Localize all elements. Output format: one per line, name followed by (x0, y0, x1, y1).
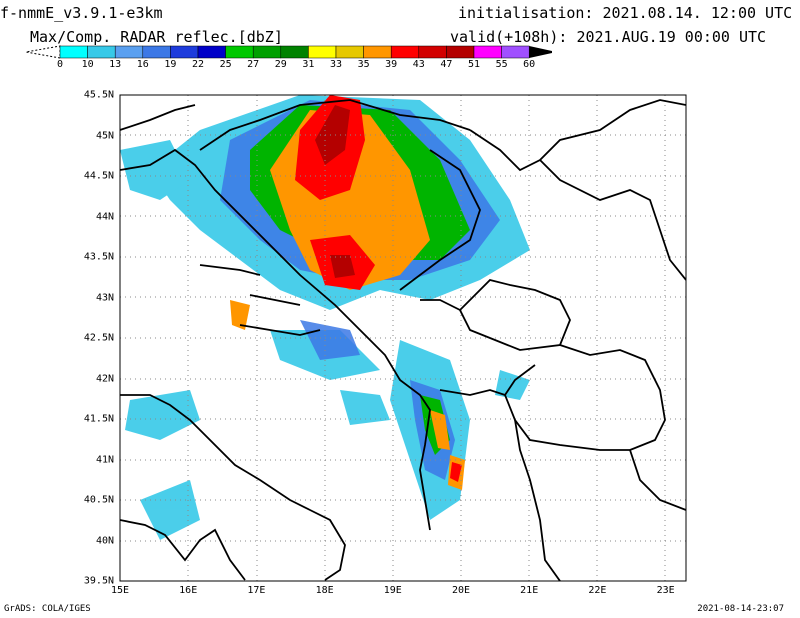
longitude-label: 23E (656, 585, 675, 596)
init-value: 2021.08.14. 12:00 UTC (602, 4, 793, 22)
model-title: f-nmmE_v3.9.1-e3km (0, 4, 163, 22)
colorbar-tick-label: 60 (523, 59, 536, 70)
colorbar (25, 45, 552, 59)
init-line: initialisation: 2021.08.14. 12:00 UTC (458, 4, 792, 22)
init-label: initialisation: (458, 4, 594, 22)
longitude-label: 22E (588, 585, 607, 596)
colorbar-tick-label: 51 (467, 59, 481, 70)
colorbar-tick-label: 27 (247, 59, 260, 70)
field-title: Max/Comp. RADAR reflec.[dbZ] (30, 28, 283, 46)
colorbar-tick-label: 43 (412, 59, 425, 70)
colorbar-swatch (390, 45, 420, 59)
latitude-label: 42N (95, 373, 114, 384)
latitude-label: 44.5N (83, 170, 114, 182)
latitude-label: 40N (95, 535, 114, 546)
longitude-label: 15E (110, 585, 130, 596)
map-frame (119, 94, 687, 582)
colorbar-tick-label: 47 (440, 59, 453, 70)
longitude-label: 18E (315, 585, 334, 596)
latitude-label: 44N (95, 211, 114, 222)
coastlines-borders (120, 99, 686, 581)
latitude-label: 40.5N (83, 494, 114, 506)
longitude-label: 16E (179, 585, 198, 596)
latitude-label: 43.5N (83, 251, 114, 263)
colorbar-swatch (446, 45, 475, 59)
timestamp-text: 2021-08-14-23:07 (697, 604, 784, 614)
colorbar-tick-label: 13 (109, 59, 122, 70)
colorbar-tick-label: 55 (495, 59, 508, 70)
latitude-label: 45.5N (83, 89, 114, 101)
colorbar-swatch (335, 45, 364, 59)
colorbar-tick-label: 29 (274, 59, 287, 70)
credit-text: GrADS: COLA/IGES (4, 604, 91, 614)
longitude-label: 17E (247, 585, 266, 596)
colorbar-tick-label: 16 (136, 59, 149, 70)
colorbar-swatch (197, 45, 226, 59)
colorbar-tick-label: 19 (164, 59, 177, 70)
latitude-label: 45N (95, 130, 114, 141)
colorbar-swatch (87, 45, 116, 59)
colorbar-swatch (308, 45, 337, 59)
latitude-label: 39.5N (83, 575, 114, 587)
colorbar-swatch (170, 45, 199, 59)
latitude-label: 41N (95, 454, 114, 465)
colorbar-swatch (252, 45, 282, 59)
colorbar-tick-label: 39 (385, 59, 398, 70)
colorbar-swatch (142, 45, 171, 59)
colorbar-swatch (114, 45, 144, 59)
colorbar-ticks: 0 10 13 16 19 22 25 27 29 31 33 35 39 43 47 51 55 60 (0, 59, 560, 73)
colorbar-swatch (418, 45, 447, 59)
colorbar-tick-label: 33 (329, 59, 343, 70)
valid-line: valid(+108h): 2021.AUG.19 00:00 UTC (450, 28, 766, 46)
longitude-label: 19E (383, 585, 402, 596)
colorbar-swatch (225, 45, 254, 59)
colorbar-swatch (363, 45, 392, 59)
latitude-label: 41.5N (83, 413, 114, 425)
longitude-label: 21E (520, 585, 539, 596)
colorbar-low-arrow (25, 45, 61, 59)
colorbar-swatch (280, 45, 309, 59)
graticule (120, 95, 686, 581)
colorbar-swatch (59, 45, 88, 59)
valid-value: 2021.AUG.19 00:00 UTC (576, 28, 767, 46)
latitude-label: 43N (95, 292, 114, 303)
colorbar-tick-label: 10 (81, 59, 94, 70)
colorbar-tick-label: 25 (219, 59, 232, 70)
valid-label: valid(+108h): (450, 28, 568, 46)
colorbar-swatch (473, 45, 502, 59)
colorbar-swatch (501, 45, 530, 59)
colorbar-high-arrow (529, 46, 552, 58)
colorbar-tick-label: 22 (191, 59, 205, 70)
reflectivity-field (120, 95, 530, 540)
colorbar-tick-label: 0 (56, 59, 64, 70)
longitude-label: 20E (451, 585, 471, 596)
latitude-label: 42.5N (83, 332, 114, 344)
colorbar-tick-label: 35 (357, 59, 370, 70)
colorbar-tick-label: 31 (302, 59, 315, 70)
